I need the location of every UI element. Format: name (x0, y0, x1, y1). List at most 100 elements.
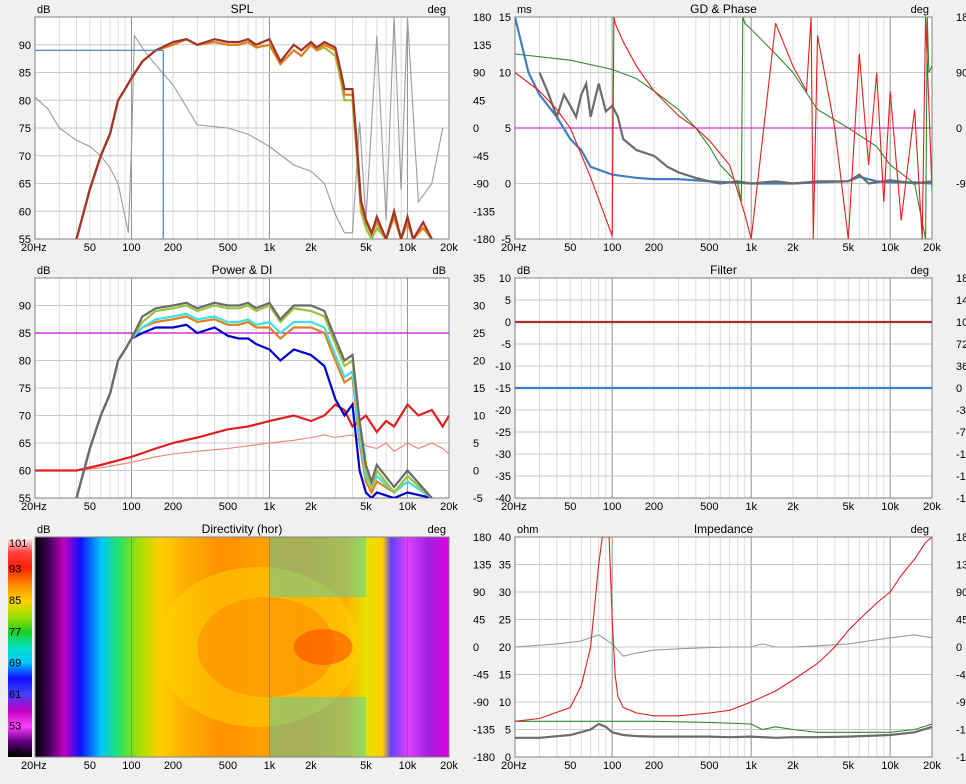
series-group (515, 17, 932, 239)
x-tick-label: 2k (305, 501, 317, 513)
y2-unit-label: dB (433, 265, 446, 277)
chart-title: SPL (231, 2, 254, 16)
x-tick-label: 2k (305, 760, 317, 772)
y-tick-label: 0 (505, 317, 511, 329)
y2-tick-label: -90 (956, 179, 966, 191)
y2-tick-label: -45 (473, 151, 489, 163)
y2-unit-label: deg (911, 524, 929, 536)
x-tick-label: 10k (399, 501, 417, 513)
colorbar-label: 53 (9, 721, 21, 733)
y2-tick-label: -144 (956, 471, 966, 483)
x-tick-label: 50 (84, 242, 96, 254)
y-tick-label: 85 (19, 68, 31, 80)
y2-tick-label: 30 (473, 301, 485, 313)
y2-tick-label: 0 (473, 123, 479, 135)
y2-tick-label: 180 (956, 12, 966, 24)
x-tick-label: 20Hz (21, 501, 47, 513)
heat-band-2 (293, 629, 353, 665)
x-tick-label: 2k (787, 501, 799, 513)
y2-tick-label: -45 (956, 670, 966, 682)
y-unit-label: dB (37, 4, 50, 16)
y2-tick-label: -135 (473, 725, 495, 737)
y2-tick-label: 72 (956, 339, 966, 351)
y2-tick-label: -90 (956, 697, 966, 709)
x-tick-label: 50 (84, 501, 96, 513)
x-tick-label: 1k (264, 501, 276, 513)
y-tick-label: 90 (19, 40, 31, 52)
y-tick-label: 15 (499, 670, 511, 682)
y-tick-label: 75 (19, 123, 31, 135)
y-tick-label: 60 (19, 466, 31, 478)
y2-tick-label: 45 (473, 95, 485, 107)
y-tick-label: 55 (19, 493, 31, 505)
y2-tick-label: -108 (956, 449, 966, 461)
series-line-1 (35, 402, 449, 472)
y2-tick-label: -90 (473, 179, 489, 191)
x-tick-label: 50 (564, 501, 576, 513)
y-tick-label: 0 (505, 752, 511, 764)
x-tick-label: 200 (645, 242, 663, 254)
y-unit-label: dB (37, 265, 50, 277)
x-tick-label: 1k (264, 760, 276, 772)
y2-tick-label: 180 (956, 532, 966, 544)
y-tick-label: -35 (495, 471, 511, 483)
plot-border (34, 16, 450, 240)
x-tick-label: 20Hz (501, 242, 527, 254)
y-tick-label: -10 (495, 361, 511, 373)
colorbar-label: 93 (9, 563, 21, 575)
y2-tick-label: 144 (956, 295, 966, 307)
colorbar-label: 85 (9, 595, 21, 607)
y-tick-label: 5 (505, 295, 511, 307)
x-tick-label: 20k (923, 501, 941, 513)
y2-unit-label: deg (428, 4, 446, 16)
series-line-2 (515, 720, 932, 733)
y2-tick-label: -90 (473, 697, 489, 709)
y2-tick-label: 45 (956, 615, 966, 627)
y-tick-label: 15 (499, 12, 511, 24)
y2-unit-label: deg (911, 265, 929, 277)
y2-tick-label: -180 (473, 752, 495, 764)
x-tick-label: 2k (787, 760, 799, 772)
x-tick-label: 20Hz (501, 501, 527, 513)
y-tick-label: 5 (505, 725, 511, 737)
y2-tick-label: 90 (473, 587, 485, 599)
y2-tick-label: 0 (956, 383, 962, 395)
x-tick-label: 500 (700, 760, 718, 772)
y-tick-label: 90 (19, 301, 31, 313)
x-tick-label: 20k (440, 760, 458, 772)
colorbar-label: 45 (9, 747, 21, 759)
y-tick-label: 70 (19, 151, 31, 163)
y-tick-label: 20 (499, 642, 511, 654)
y2-tick-label: 5 (473, 438, 479, 450)
y2-tick-label: 45 (473, 615, 485, 627)
y-tick-label: -5 (501, 234, 511, 246)
x-tick-label: 500 (219, 760, 237, 772)
series-group (515, 537, 932, 739)
y2-tick-label: 90 (956, 587, 966, 599)
y2-tick-label: -36 (956, 405, 966, 417)
y2-tick-label: 180 (956, 273, 966, 285)
y-unit-label: dB (517, 265, 530, 277)
x-tick-label: 5k (360, 501, 372, 513)
x-tick-label: 2k (787, 242, 799, 254)
y2-tick-label: 135 (956, 560, 966, 572)
series-line-1 (515, 722, 932, 739)
x-tick-label: 20k (440, 242, 458, 254)
series-line-2 (515, 17, 932, 185)
y2-unit-label: deg (911, 4, 929, 16)
y2-tick-label: -135 (956, 725, 966, 737)
heat-band-1 (197, 597, 336, 697)
y-tick-label: 55 (19, 234, 31, 246)
x-tick-label: 5k (843, 242, 855, 254)
y2-tick-label: 35 (473, 273, 485, 285)
chart-title: Directivity (hor) (202, 522, 283, 536)
chart-title: Impedance (694, 522, 754, 536)
x-tick-label: 50 (564, 242, 576, 254)
x-tick-label: 10k (881, 242, 899, 254)
heat-band-upper (269, 537, 366, 597)
x-tick-label: 20k (923, 760, 941, 772)
y-tick-label: 40 (499, 532, 511, 544)
